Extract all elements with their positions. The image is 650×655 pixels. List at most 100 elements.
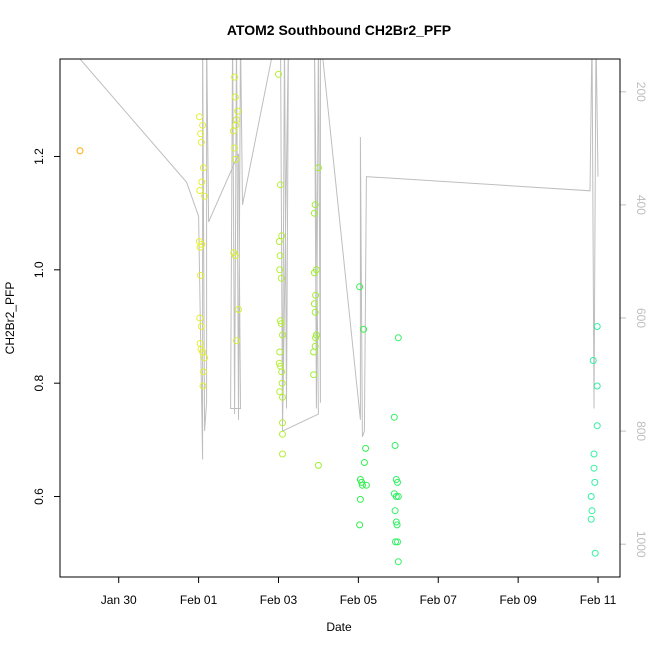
data-point bbox=[588, 507, 596, 515]
data-point bbox=[277, 181, 284, 189]
data-point bbox=[311, 308, 319, 316]
data-point bbox=[391, 442, 399, 449]
data-point bbox=[394, 334, 402, 342]
right-y-tick-label: 200 bbox=[634, 82, 648, 102]
data-point bbox=[199, 121, 207, 129]
data-point bbox=[199, 164, 207, 172]
data-point bbox=[235, 306, 242, 313]
plot-area-border bbox=[59, 58, 621, 578]
y-tick-label: 1.0 bbox=[32, 261, 46, 278]
data-point bbox=[310, 269, 318, 277]
data-point bbox=[198, 178, 206, 186]
x-axis-label: Date bbox=[326, 620, 352, 634]
chart-title: ATOM2 Southbound CH2Br2_PFP bbox=[227, 22, 451, 38]
axes: Jan 30 Feb 01 Feb 03 Feb 05 Feb 07 Feb 09 Feb … bbox=[32, 82, 648, 607]
data-point bbox=[278, 379, 286, 387]
y-tick-label: 0.6 bbox=[32, 488, 46, 505]
data-point bbox=[199, 382, 207, 390]
data-point bbox=[360, 325, 368, 333]
x-tick-label: Jan 30 bbox=[101, 593, 137, 607]
y-tick-label: 1.2 bbox=[32, 148, 46, 165]
data-point bbox=[201, 192, 209, 200]
right-y-tick-label: 600 bbox=[634, 308, 648, 328]
data-point bbox=[277, 274, 285, 282]
x-tick-label: Feb 09 bbox=[499, 593, 537, 607]
data-point bbox=[231, 73, 239, 81]
data-point bbox=[197, 138, 205, 146]
data-point bbox=[232, 155, 240, 163]
data-point bbox=[199, 368, 207, 376]
data-point bbox=[591, 478, 599, 486]
data-point bbox=[312, 331, 320, 339]
data-point bbox=[201, 354, 209, 362]
data-point bbox=[593, 382, 601, 390]
x-tick-label: Feb 11 bbox=[580, 593, 617, 607]
data-point bbox=[392, 518, 400, 526]
data-point bbox=[275, 238, 283, 245]
data-point bbox=[358, 481, 366, 489]
data-point bbox=[197, 272, 205, 279]
data-point bbox=[310, 209, 318, 217]
data-point bbox=[232, 121, 240, 129]
data-point bbox=[362, 481, 370, 489]
data-point bbox=[311, 201, 319, 209]
data-point bbox=[394, 538, 401, 546]
scatter-points bbox=[76, 70, 601, 566]
series-line-1 bbox=[79, 59, 599, 460]
data-point bbox=[314, 461, 322, 469]
data-point bbox=[198, 240, 206, 248]
data-point bbox=[314, 164, 322, 172]
x-tick-label: Feb 07 bbox=[420, 593, 458, 607]
data-point bbox=[278, 368, 286, 376]
data-point bbox=[394, 478, 401, 486]
data-point bbox=[591, 549, 599, 557]
data-point bbox=[593, 323, 601, 330]
data-point bbox=[310, 300, 318, 308]
data-point bbox=[362, 444, 370, 452]
data-point bbox=[312, 291, 320, 299]
data-point bbox=[589, 357, 597, 364]
data-point bbox=[275, 70, 282, 78]
line-series bbox=[79, 59, 599, 460]
data-point bbox=[196, 314, 204, 322]
data-point bbox=[76, 147, 84, 155]
x-tick-label: Feb 05 bbox=[340, 593, 378, 607]
data-point bbox=[196, 187, 204, 194]
data-point bbox=[197, 130, 205, 138]
data-point bbox=[279, 450, 286, 458]
data-point bbox=[195, 113, 203, 121]
data-point bbox=[310, 348, 318, 356]
data-point bbox=[279, 393, 286, 401]
right-y-tick-label: 800 bbox=[634, 421, 648, 441]
data-point bbox=[394, 558, 402, 566]
data-point bbox=[356, 283, 364, 291]
x-tick-label: Feb 01 bbox=[180, 593, 218, 607]
data-point bbox=[231, 144, 239, 152]
data-point bbox=[593, 422, 601, 430]
data-point bbox=[587, 515, 595, 523]
data-point bbox=[590, 450, 598, 458]
y-axis-label: CH2Br2_PFP bbox=[3, 282, 17, 355]
data-point bbox=[231, 252, 239, 260]
data-point bbox=[234, 107, 242, 115]
data-point bbox=[360, 459, 368, 466]
data-point bbox=[279, 430, 286, 438]
data-point bbox=[197, 323, 205, 330]
data-point bbox=[587, 493, 595, 500]
data-point bbox=[276, 388, 284, 396]
data-point bbox=[279, 331, 286, 339]
data-point bbox=[356, 495, 364, 503]
data-point bbox=[590, 464, 598, 472]
data-point bbox=[276, 252, 284, 260]
data-point bbox=[393, 521, 401, 529]
data-point bbox=[277, 317, 284, 325]
x-tick-label: Feb 03 bbox=[260, 593, 298, 607]
data-point bbox=[312, 334, 320, 342]
data-point bbox=[231, 93, 239, 101]
data-point bbox=[276, 348, 284, 356]
data-point bbox=[276, 266, 284, 274]
data-point bbox=[392, 493, 400, 500]
data-point bbox=[356, 521, 364, 529]
right-y-tick-label: 400 bbox=[634, 195, 648, 215]
